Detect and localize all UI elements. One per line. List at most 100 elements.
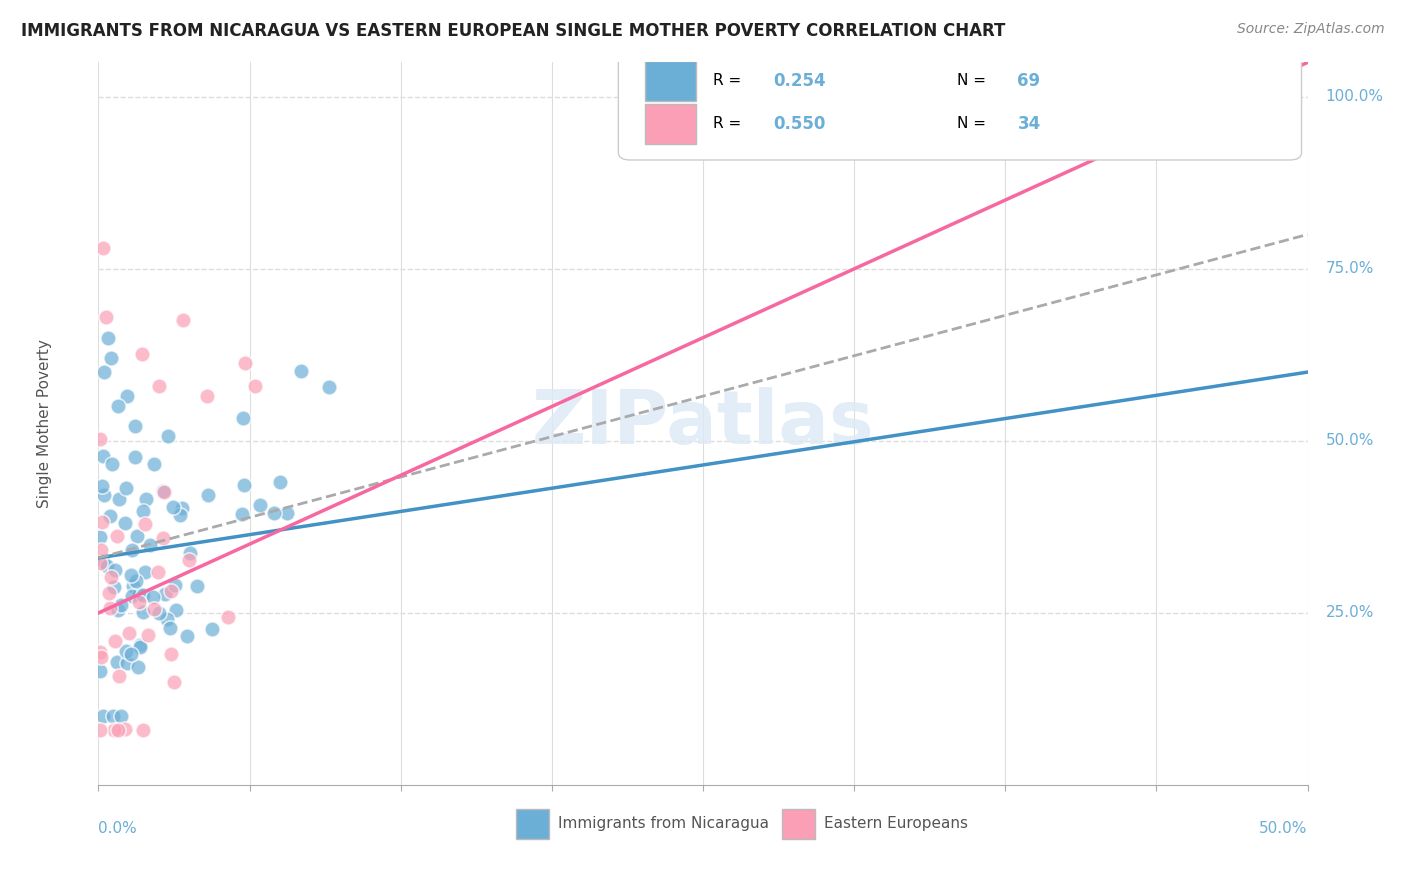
Text: Single Mother Poverty: Single Mother Poverty	[37, 339, 52, 508]
Point	[114, 723, 136, 737]
Point	[89, 664, 111, 678]
Text: 50.0%: 50.0%	[1260, 821, 1308, 836]
Point	[155, 586, 177, 600]
Point	[197, 488, 219, 502]
Point	[146, 565, 169, 579]
Point	[107, 723, 129, 737]
Point	[100, 351, 122, 366]
Text: Eastern Europeans: Eastern Europeans	[824, 816, 967, 831]
Point	[122, 578, 145, 592]
Point	[177, 553, 200, 567]
Text: 34: 34	[1018, 115, 1040, 133]
Point	[101, 709, 124, 723]
Point	[139, 538, 162, 552]
Point	[128, 595, 150, 609]
Point	[94, 310, 117, 324]
Point	[124, 450, 146, 465]
Point	[179, 546, 201, 560]
Point	[195, 389, 218, 403]
Point	[93, 487, 115, 501]
Point	[276, 506, 298, 520]
Point	[107, 400, 129, 414]
Point	[89, 530, 111, 544]
Point	[91, 241, 114, 255]
Text: 25.0%: 25.0%	[1326, 606, 1374, 621]
Point	[159, 622, 181, 636]
Point	[89, 645, 111, 659]
Point	[136, 627, 159, 641]
Point	[232, 411, 254, 425]
Point	[96, 559, 118, 574]
Point	[132, 588, 155, 602]
Point	[105, 655, 128, 669]
Point	[160, 647, 183, 661]
Point	[89, 723, 111, 737]
Point	[132, 723, 155, 737]
Point	[103, 723, 125, 737]
Point	[156, 429, 179, 443]
Point	[107, 603, 129, 617]
Point	[127, 660, 149, 674]
Point	[231, 508, 253, 522]
Point	[160, 584, 183, 599]
Point	[98, 586, 121, 600]
Text: N =: N =	[957, 116, 991, 131]
Point	[100, 509, 122, 524]
Point	[132, 606, 155, 620]
Point	[104, 563, 127, 577]
Text: 75.0%: 75.0%	[1326, 261, 1374, 277]
Point	[110, 599, 132, 613]
Point	[186, 579, 208, 593]
Point	[101, 457, 124, 471]
Point	[165, 578, 187, 592]
Point	[290, 364, 312, 378]
Text: IMMIGRANTS FROM NICARAGUA VS EASTERN EUROPEAN SINGLE MOTHER POVERTY CORRELATION : IMMIGRANTS FROM NICARAGUA VS EASTERN EUR…	[21, 22, 1005, 40]
Point	[97, 331, 120, 345]
Point	[90, 543, 112, 558]
Point	[90, 649, 112, 664]
Point	[121, 543, 143, 558]
Point	[98, 601, 121, 615]
Point	[132, 504, 155, 518]
Point	[152, 484, 174, 499]
Point	[131, 347, 153, 361]
Point	[134, 566, 156, 580]
Point	[142, 457, 165, 471]
Text: N =: N =	[957, 73, 991, 88]
Point	[107, 669, 129, 683]
Point	[110, 709, 132, 723]
Text: R =: R =	[713, 73, 745, 88]
Point	[91, 449, 114, 463]
Point	[90, 516, 112, 530]
Point	[100, 570, 122, 584]
Text: R =: R =	[713, 116, 745, 131]
Point	[91, 709, 114, 723]
Point	[169, 508, 191, 522]
Point	[115, 481, 138, 495]
Point	[121, 589, 143, 603]
Point	[118, 625, 141, 640]
Point	[172, 501, 194, 516]
Point	[153, 485, 176, 500]
Point	[124, 574, 146, 589]
Point	[124, 419, 146, 434]
Point	[156, 612, 179, 626]
Point	[172, 312, 194, 326]
Point	[142, 590, 165, 604]
Bar	[782, 809, 815, 839]
Point	[318, 379, 340, 393]
Point	[89, 556, 111, 570]
Point	[134, 517, 156, 532]
Text: 0.0%: 0.0%	[98, 821, 138, 836]
Text: 0.550: 0.550	[773, 115, 825, 133]
Point	[91, 554, 114, 568]
Point	[233, 356, 256, 370]
Point	[165, 603, 187, 617]
Point	[120, 568, 142, 582]
Point	[243, 379, 266, 393]
Point	[89, 432, 111, 446]
Text: 100.0%: 100.0%	[1326, 89, 1384, 104]
Point	[103, 580, 125, 594]
Point	[163, 675, 186, 690]
Bar	[645, 61, 696, 101]
